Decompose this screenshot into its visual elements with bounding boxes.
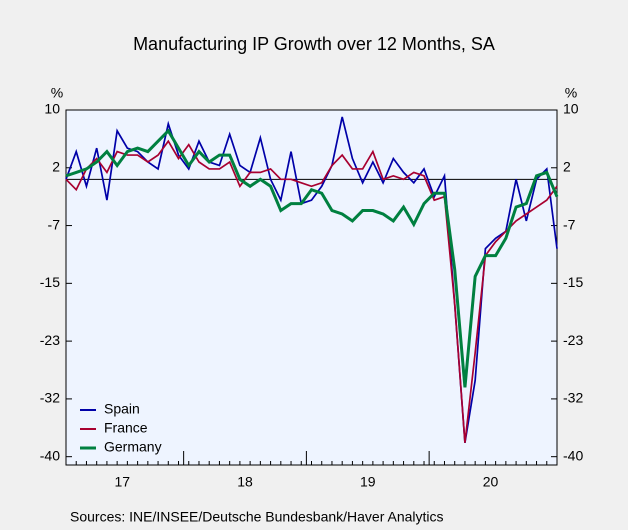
legend-label: Germany: [104, 439, 162, 455]
y2-tick-label: -23: [563, 332, 583, 348]
y2-tick-label: 2: [563, 158, 571, 174]
y-tick-label: -23: [40, 332, 60, 348]
x-tick-label: 17: [114, 474, 130, 490]
y2-tick-label: -7: [563, 216, 576, 232]
y2-tick-label: -40: [563, 447, 583, 463]
y-tick-label: -15: [40, 274, 60, 290]
y-tick-label: -40: [40, 447, 60, 463]
chart-title: Manufacturing IP Growth over 12 Months, …: [133, 34, 495, 54]
series-line: [65, 139, 558, 443]
legend-label: Spain: [104, 401, 140, 417]
x-tick-label: 18: [237, 474, 253, 490]
series-line: [65, 128, 559, 388]
y2-tick-label: 10: [563, 101, 579, 117]
y2-tick-label: -15: [563, 274, 583, 290]
y-tick-label: 2: [52, 158, 60, 174]
y-axis-label: %: [51, 85, 63, 101]
legend-label: France: [104, 420, 148, 436]
y-tick-label: -7: [48, 216, 61, 232]
y2-axis-label: %: [565, 85, 577, 101]
y-tick-label: 10: [44, 101, 60, 117]
y-tick-label: -32: [40, 390, 60, 406]
y2-tick-label: -32: [563, 390, 583, 406]
x-tick-label: 19: [360, 474, 376, 490]
x-tick-label: 20: [483, 474, 499, 490]
source: Sources: INE/INSEE/Deutsche Bundesbank/H…: [70, 509, 444, 525]
